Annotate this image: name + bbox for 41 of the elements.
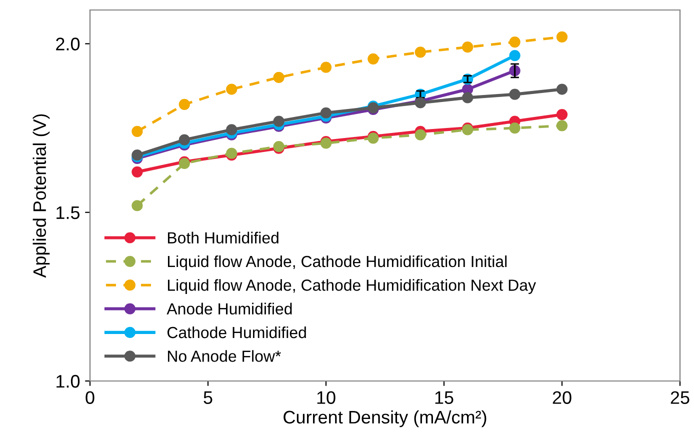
x-axis-title: Current Density (mA/cm²) [284, 410, 486, 428]
point [414, 46, 426, 58]
point [178, 134, 190, 146]
x-tick-label: 20 [552, 391, 572, 404]
point [414, 129, 426, 140]
point [320, 107, 332, 118]
point [556, 120, 568, 132]
point [273, 72, 284, 84]
point [462, 92, 474, 104]
x-tick-label: 0 [86, 391, 94, 404]
point [556, 84, 568, 95]
point [178, 98, 190, 110]
legend-label: Both Humidified [168, 232, 278, 244]
point [509, 50, 520, 62]
point [132, 126, 143, 137]
point [273, 116, 284, 127]
point [556, 31, 568, 43]
y-axis-title: Applied Potential (V) [32, 114, 50, 278]
point [226, 84, 238, 95]
legend-label: Liquid flow Anode, Cathode Humidification Initial [168, 255, 507, 270]
x-tick-label: 15 [435, 391, 454, 404]
point [462, 42, 474, 53]
point [132, 200, 143, 212]
point [509, 122, 520, 134]
y-tick-label: 2.0 [56, 38, 80, 50]
point [556, 109, 568, 120]
point [509, 36, 520, 48]
point [226, 124, 238, 136]
point [368, 53, 379, 64]
point [132, 166, 143, 178]
x-tick-label: 5 [204, 391, 212, 404]
point [320, 62, 332, 73]
y-tick-label: 1.5 [56, 206, 80, 220]
x-tick-label: 10 [317, 391, 336, 404]
legend-label: Liquid flow Anode, Cathode Humidification Next Day [168, 279, 536, 294]
point [509, 88, 520, 100]
y-tick-label: 1.0 [56, 374, 80, 388]
legend-label: Anode Humidified [166, 302, 292, 315]
legend-label: No Anode Flow* [168, 350, 281, 362]
legend-label: Cathode Humidified [167, 326, 306, 338]
x-tick-label: 25 [670, 391, 690, 404]
